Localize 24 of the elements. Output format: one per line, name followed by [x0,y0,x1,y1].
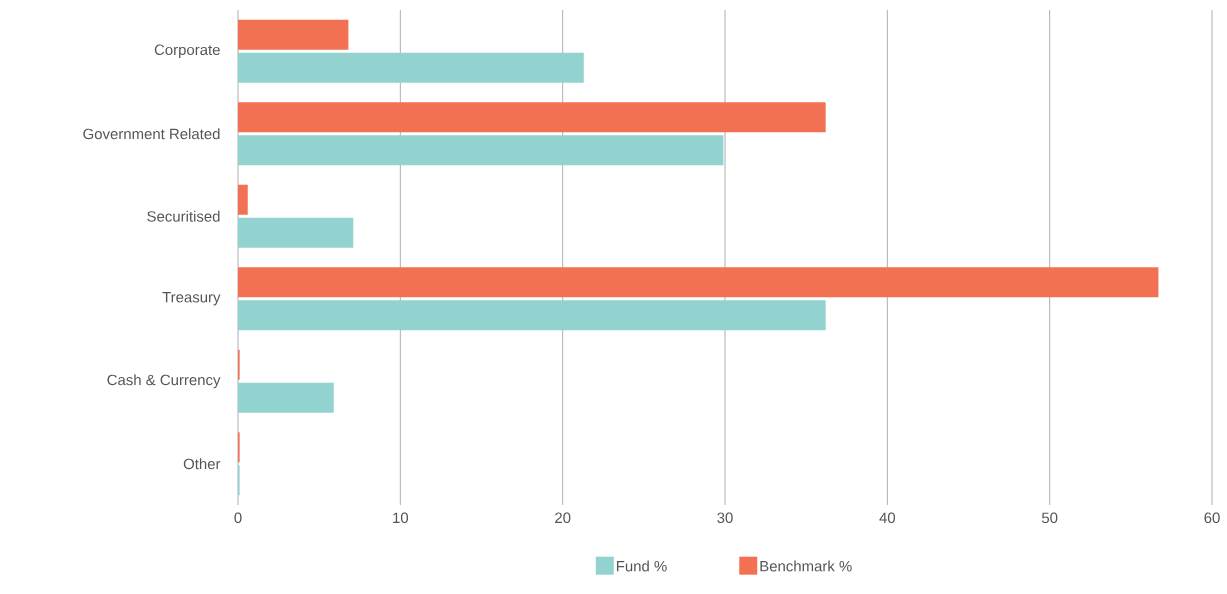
x-tick-label: 40 [879,512,896,524]
bar [238,267,1159,298]
bar [238,217,354,248]
legend-label: Benchmark % [760,560,852,572]
bar [238,19,349,50]
legend-label: Fund % [616,560,667,572]
bar [238,382,334,413]
x-tick-label: 20 [555,512,571,524]
bar [238,102,826,133]
x-tick-label: 10 [393,512,409,524]
x-tick-label: 30 [717,512,733,524]
bar [238,135,724,166]
y-tick-label: Government Related [83,128,220,140]
y-tick-label: Other [183,458,221,470]
x-tick-label: 0 [234,512,242,524]
bar [238,52,584,83]
x-tick-label: 60 [1204,512,1220,524]
y-tick-label: Treasury [162,292,221,306]
y-tick-label: Cash & Currency [107,374,221,389]
bar [238,184,248,215]
x-tick-label: 50 [1041,512,1058,524]
y-tick-label: Securitised [147,210,220,222]
bar [238,300,826,331]
y-tick-label: Corporate [154,44,220,59]
